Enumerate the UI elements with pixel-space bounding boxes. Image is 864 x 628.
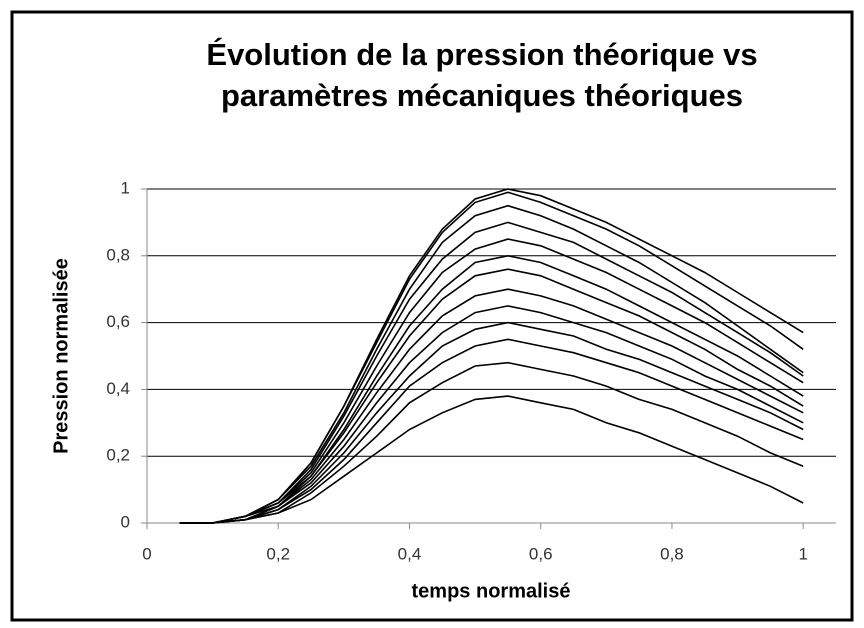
x-tick-label: 0 bbox=[142, 544, 151, 563]
frame bbox=[10, 10, 854, 622]
line-series bbox=[179, 254, 804, 524]
chart-title: Évolution de la pression théorique vs bbox=[206, 37, 757, 72]
x-tick-label: 0,2 bbox=[266, 544, 290, 563]
x-tick-label: 0,6 bbox=[529, 544, 553, 563]
y-tick-label: 0,4 bbox=[106, 379, 130, 398]
line-series bbox=[179, 305, 804, 524]
y-tick-label: 0,6 bbox=[106, 312, 130, 331]
line-series bbox=[179, 395, 804, 524]
x-axis-label: temps normalisé bbox=[412, 580, 571, 602]
x-tick-label: 0,4 bbox=[398, 544, 422, 563]
y-tick-label: 0,2 bbox=[106, 446, 130, 465]
line-series bbox=[179, 204, 804, 524]
x-tick-label: 0,8 bbox=[660, 544, 684, 563]
line-series bbox=[179, 361, 804, 524]
y-tick-label: 1 bbox=[121, 178, 130, 197]
x-tick-label: 1 bbox=[798, 544, 807, 563]
y-tick-label: 0 bbox=[121, 512, 130, 531]
chart-title: paramètres mécaniques théoriques bbox=[221, 78, 743, 113]
y-tick-label: 0,8 bbox=[106, 245, 130, 264]
line-series bbox=[179, 338, 804, 524]
y-axis-label: Pression normalisée bbox=[50, 258, 72, 454]
